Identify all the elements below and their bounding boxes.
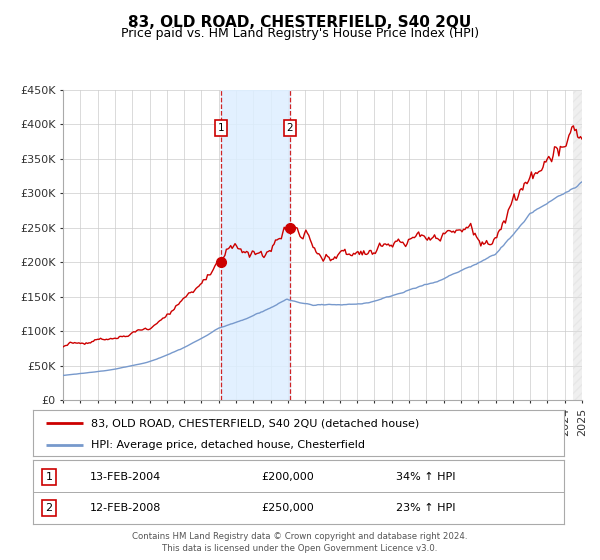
Text: Price paid vs. HM Land Registry's House Price Index (HPI): Price paid vs. HM Land Registry's House … — [121, 27, 479, 40]
Bar — [574, 90, 582, 400]
Text: 13-FEB-2004: 13-FEB-2004 — [90, 472, 161, 482]
Text: 1: 1 — [46, 472, 52, 482]
Text: 1: 1 — [217, 123, 224, 133]
Text: 34% ↑ HPI: 34% ↑ HPI — [396, 472, 455, 482]
Text: 83, OLD ROAD, CHESTERFIELD, S40 2QU (detached house): 83, OLD ROAD, CHESTERFIELD, S40 2QU (det… — [91, 418, 419, 428]
Text: Contains HM Land Registry data © Crown copyright and database right 2024.
This d: Contains HM Land Registry data © Crown c… — [132, 532, 468, 553]
Text: 23% ↑ HPI: 23% ↑ HPI — [396, 503, 455, 513]
Text: £250,000: £250,000 — [262, 503, 314, 513]
Text: 2: 2 — [46, 503, 52, 513]
Text: £200,000: £200,000 — [262, 472, 314, 482]
Text: HPI: Average price, detached house, Chesterfield: HPI: Average price, detached house, Ches… — [91, 440, 365, 450]
Text: 83, OLD ROAD, CHESTERFIELD, S40 2QU: 83, OLD ROAD, CHESTERFIELD, S40 2QU — [128, 15, 472, 30]
Text: 2: 2 — [287, 123, 293, 133]
Bar — [221, 90, 290, 400]
Text: 12-FEB-2008: 12-FEB-2008 — [90, 503, 161, 513]
